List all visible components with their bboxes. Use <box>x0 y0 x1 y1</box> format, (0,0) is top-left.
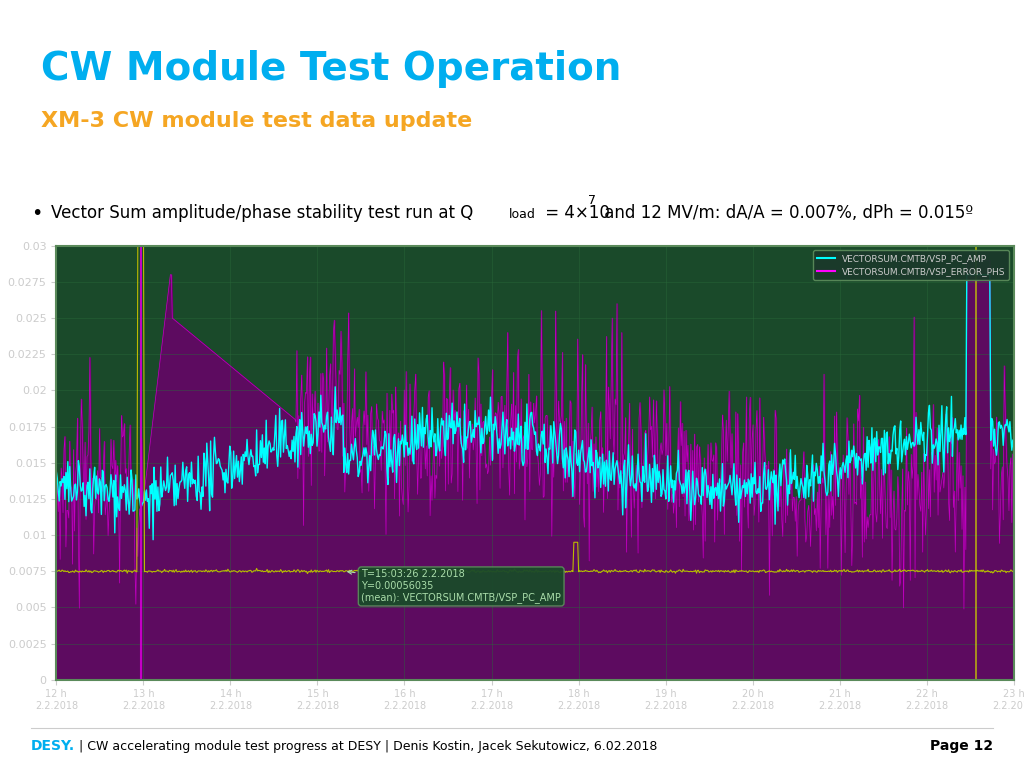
Text: T=15:03:26 2.2.2018
Y=0.00056035
(mean): VECTORSUM.CMTB/VSP_PC_AMP: T=15:03:26 2.2.2018 Y=0.00056035 (mean):… <box>348 569 561 603</box>
Text: Page 12: Page 12 <box>930 740 993 753</box>
Text: | CW accelerating module test progress at DESY | Denis Kostin, Jacek Sekutowicz,: | CW accelerating module test progress a… <box>79 740 657 753</box>
Text: CW Module Test Operation: CW Module Test Operation <box>41 50 622 88</box>
Text: Vector Sum amplitude/phase stability test run at Q: Vector Sum amplitude/phase stability tes… <box>51 204 473 221</box>
Text: load: load <box>509 208 536 221</box>
Text: •: • <box>31 204 42 223</box>
Text: 7: 7 <box>588 194 596 207</box>
Text: DESY.: DESY. <box>31 740 75 753</box>
Legend: VECTORSUM.CMTB/VSP_PC_AMP, VECTORSUM.CMTB/VSP_ERROR_PHS: VECTORSUM.CMTB/VSP_PC_AMP, VECTORSUM.CMT… <box>813 250 1010 280</box>
Text: = 4×10: = 4×10 <box>540 204 609 221</box>
Text: XM-3 CW module test data update: XM-3 CW module test data update <box>41 111 472 131</box>
Text: and 12 MV/m: dA/A = 0.007%, dPh = 0.015º: and 12 MV/m: dA/A = 0.007%, dPh = 0.015º <box>599 204 973 221</box>
